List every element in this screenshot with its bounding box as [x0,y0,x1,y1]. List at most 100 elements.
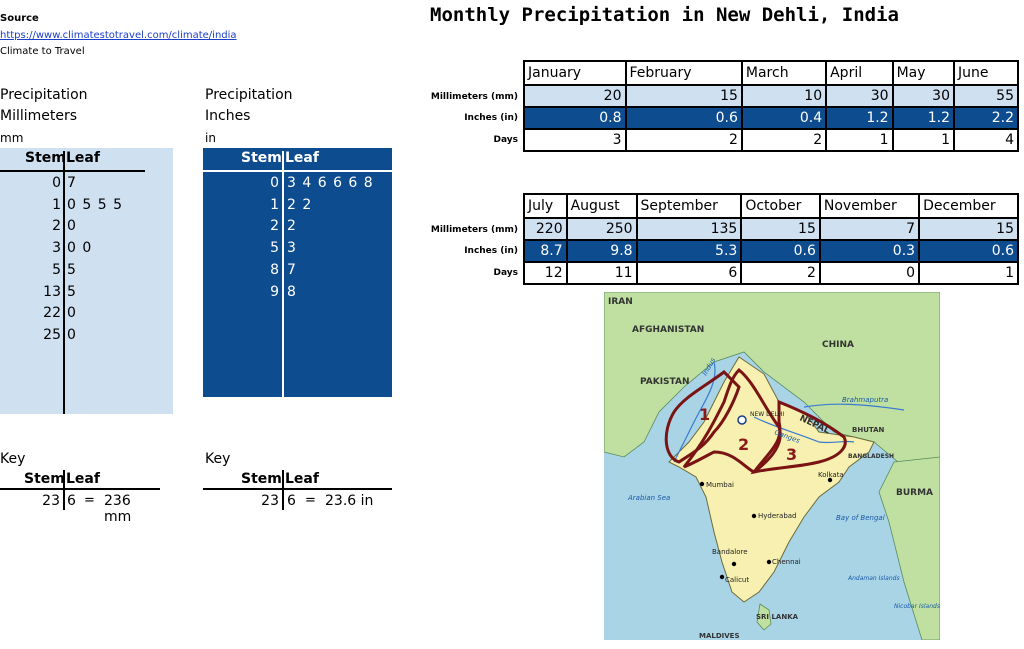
map-label-hyderabad: Hyderabad [758,512,797,520]
t1-in-cell: 1.2 [825,106,894,130]
mm-leaf: 0 [67,326,77,343]
t1-mm-cell: 10 [740,84,828,108]
t2-mm-cell: 220 [523,217,568,241]
key-in-stem: 23 [261,493,279,509]
in-label-unit: in [205,131,216,145]
map-region-2-number: 2 [738,435,749,454]
map-label-brahmaputra: Brahmaputra [842,396,888,404]
in-leaf-header: Leaf [285,150,319,166]
t1-month-row: January February March April May June [523,60,1020,86]
india-map: IRAN AFGHANISTAN CHINA PAKISTAN NEPAL BH… [604,292,940,640]
t1-mm-cell: 20 [523,84,627,108]
t1-mm-cell: 30 [891,84,955,108]
t2-mm-row: 220 250 135 15 7 15 [523,217,1019,241]
in-stem: 5 [270,240,279,257]
t2-mm-cell: 7 [818,217,921,241]
source-heading: Source [0,13,39,24]
key-in-stem-header: Stem [241,471,282,487]
map-label-kolkata: Kolkata [818,471,844,479]
t1-months-cell: June [952,60,1020,86]
key-mm-divider [63,470,65,510]
t1-days-cell: 1 [891,128,955,152]
t2-mm-cell: 15 [740,217,821,241]
t2-in-cell: 0.3 [818,239,921,263]
map-label-nicobar: Nicobar Islands [894,603,940,610]
map-label-andaman: Andaman Islands [847,575,900,582]
map-mumbai-dot [699,481,705,487]
t1-months-cell: January [523,60,627,86]
key-in: Stem Leaf 23 6 = 23.6 in [203,470,392,510]
in-row: 0 3 4 6 6 6 8 [203,172,392,194]
in-leaf: 7 [287,261,297,278]
t2-label-in: Inches (in) [464,246,518,256]
t1-months-cell: February [624,60,743,86]
key-mm-stem-header: Stem [24,471,65,487]
map-burma [878,456,940,640]
mm-stem: 22 [43,305,61,322]
key-mm-value: 236 mm [104,493,132,525]
t1-in-cell: 0.6 [624,106,743,130]
t1-days-cell: 3 [523,128,627,152]
key-mm-leaf-header: Leaf [66,471,100,487]
t1-label-in: Inches (in) [464,113,518,123]
key-in-divider [282,470,284,510]
mm-stem-header: Stem [25,150,66,166]
map-label-chennai: Chennai [772,558,801,566]
t1-in-cell: 0.4 [740,106,828,130]
map-label-bandalore: Bandalore [712,548,748,556]
t2-months-cell: December [918,193,1019,219]
key-in-leaf: 6 [287,493,296,509]
in-row: 1 2 2 [203,194,392,216]
in-leaf: 3 4 6 6 6 8 [287,175,374,191]
source-name: Climate to Travel [0,46,85,57]
t2-mm-cell: 15 [918,217,1019,241]
map-region-1-number: 1 [699,405,710,424]
key-mm-stem: 23 [42,493,60,509]
in-header-rule [203,170,392,172]
in-stem: 8 [270,261,279,278]
t1-mm-cell: 30 [825,84,894,108]
mm-leaf: 5 [67,283,77,300]
t1-label-mm: Millimeters (mm) [430,92,518,102]
map-label-burma: BURMA [896,488,933,498]
t2-days-cell: 2 [740,261,821,285]
source-link[interactable]: https://www.climatestotravel.com/climate… [0,30,237,41]
map-label-china: CHINA [822,340,854,350]
map-label-mumbai: Mumbai [706,481,734,489]
key-in-label: Key [205,451,231,467]
mm-stem: 2 [52,218,61,235]
mm-stem: 25 [43,326,61,343]
in-label-precipitation: Precipitation [205,87,293,103]
map-region-1-outline [664,370,741,464]
map-label-iran: IRAN [608,297,633,307]
t2-in-cell: 9.8 [565,239,638,263]
t1-in-cell: 0.8 [523,106,627,130]
mm-leaf: 5 [67,261,77,278]
in-stem: 9 [270,283,279,300]
key-mm-rule [0,488,160,490]
mm-label-unit: mm [0,131,24,145]
map-label-afghanistan: AFGHANISTAN [632,325,704,335]
mm-leaf: 0 [67,218,77,235]
mm-stem: 0 [52,175,61,191]
t2-in-cell: 5.3 [635,239,743,263]
map-label-arabian-sea: Arabian Sea [627,494,670,502]
map-sri-lanka [756,603,772,631]
mm-divider [63,151,65,414]
precip-table-jan-jun: January February March April May June 20 15 10 3… [523,60,1020,152]
map-kolkata-dot [827,477,833,483]
in-leaf: 3 [287,240,297,257]
mm-leaf: 7 [67,175,77,191]
t1-months-cell: May [891,60,955,86]
key-mm-label: Key [0,451,26,467]
in-stem: 0 [270,175,279,191]
in-leaf: 2 2 [287,196,313,213]
map-label-calicut: Calicut [725,576,749,584]
map-label-bhutan: BHUTAN [852,426,885,434]
map-label-maldives: MALDIVES [699,632,740,640]
t1-months-cell: March [740,60,828,86]
